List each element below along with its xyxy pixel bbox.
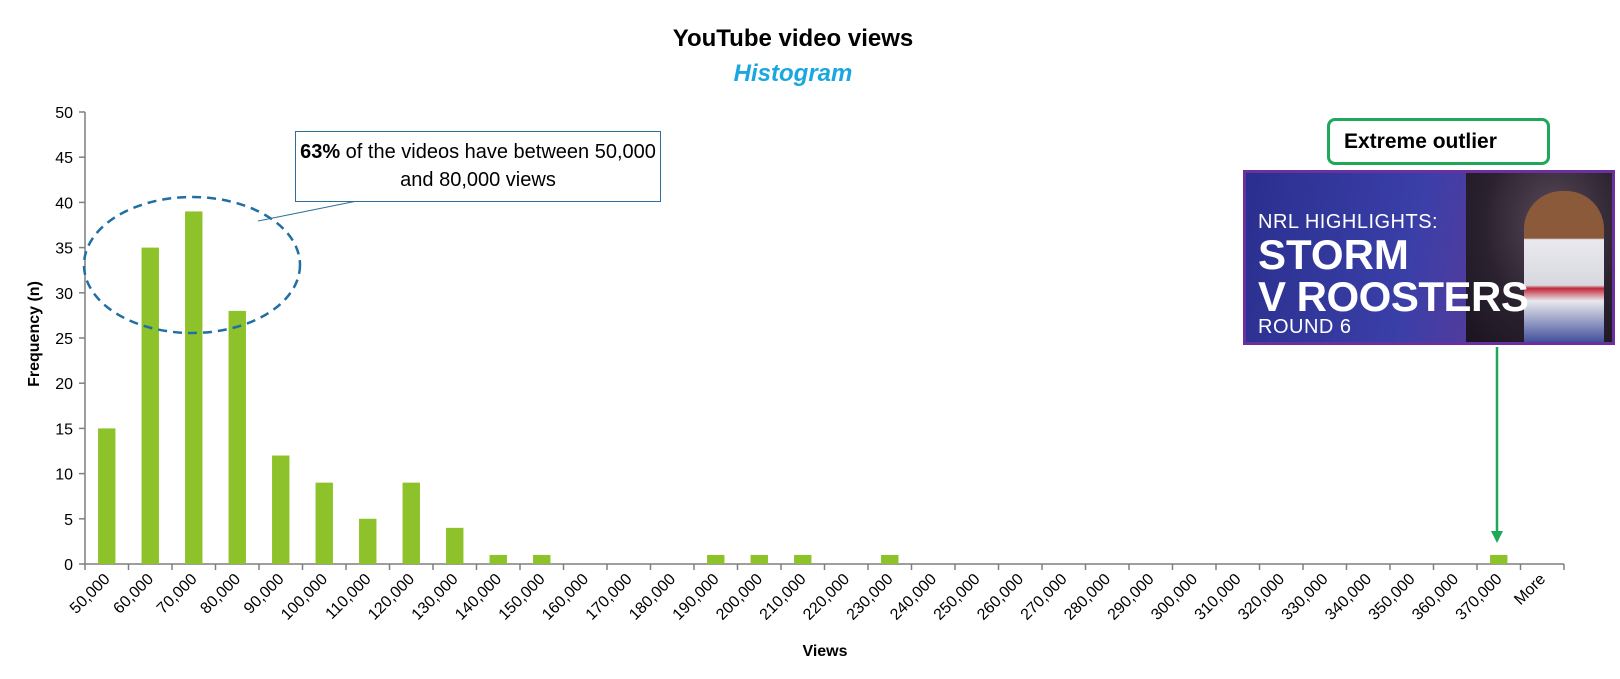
x-tick-label: 60,000 (110, 571, 157, 618)
x-tick-label: 160,000 (539, 571, 592, 624)
x-tick-label: 170,000 (583, 571, 636, 624)
bar (1490, 554, 1508, 564)
y-tick-label: 40 (55, 195, 73, 212)
x-tick-label: 210,000 (757, 571, 810, 624)
callout-percentage: 63% (300, 141, 341, 163)
callout-box: 63% of the videos have between 50,000 an… (295, 131, 661, 202)
y-tick-label: 35 (55, 241, 73, 258)
x-tick-label: 220,000 (800, 571, 853, 624)
x-axis-label: Views (802, 643, 847, 660)
y-tick-label: 30 (55, 286, 73, 303)
x-tick-label: 230,000 (844, 571, 897, 624)
x-tick-label: 150,000 (496, 571, 549, 624)
x-tick-label: 310,000 (1192, 571, 1245, 624)
x-tick-label: 260,000 (974, 571, 1027, 624)
outlier-arrowhead (1491, 531, 1503, 543)
bar (881, 554, 899, 564)
x-tick-label: 270,000 (1018, 571, 1071, 624)
callout-text: of the videos have between 50,000 and 80… (340, 141, 656, 191)
bar (315, 482, 333, 564)
x-tick-label: 360,000 (1409, 571, 1462, 624)
x-tick-label: 80,000 (197, 571, 244, 618)
x-tick-label: 250,000 (931, 571, 984, 624)
y-tick-label: 25 (55, 331, 73, 348)
x-tick-label: 140,000 (452, 571, 505, 624)
bar (98, 428, 116, 564)
x-tick-label: 130,000 (409, 571, 462, 624)
x-tick-label: 330,000 (1279, 571, 1332, 624)
x-tick-label: 200,000 (713, 571, 766, 624)
x-axis: 50,00060,00070,00080,00090,000100,000110… (67, 563, 1565, 624)
x-tick-label: 350,000 (1366, 571, 1419, 624)
chart-subtitle: Histogram (734, 60, 853, 87)
x-tick-label: 290,000 (1105, 571, 1158, 624)
thumbnail-player (1524, 191, 1605, 342)
bar (794, 554, 812, 564)
y-tick-label: 20 (55, 376, 73, 393)
y-tick-label: 10 (55, 467, 73, 484)
bar (228, 310, 246, 564)
bar (489, 554, 507, 564)
x-tick-label: 180,000 (626, 571, 679, 624)
thumbnail-line-4: ROUND 6 (1258, 316, 1352, 338)
callout-leader-line (257, 200, 358, 222)
video-thumbnail: NRL HIGHLIGHTS: STORM V ROOSTERS ROUND 6 (1243, 170, 1615, 345)
x-tick-label: 280,000 (1061, 571, 1114, 624)
bar (185, 211, 203, 564)
bar (707, 554, 725, 564)
bar (359, 518, 377, 564)
x-tick-label: 370,000 (1453, 571, 1506, 624)
y-tick-label: 5 (64, 512, 73, 529)
x-tick-label: 340,000 (1322, 571, 1375, 624)
bar (141, 247, 159, 564)
x-tick-label: 320,000 (1235, 571, 1288, 624)
bar (446, 527, 464, 564)
y-tick-label: 50 (55, 105, 73, 122)
x-tick-label: 300,000 (1148, 571, 1201, 624)
highlight-ellipse (82, 195, 302, 335)
y-tick-label: 15 (55, 421, 73, 438)
y-tick-label: 0 (64, 557, 73, 574)
x-tick-label: 100,000 (278, 571, 331, 624)
outlier-label: Extreme outlier (1327, 118, 1550, 165)
thumbnail-line-2: STORM (1258, 231, 1409, 278)
x-tick-label: 50,000 (67, 571, 114, 618)
bar (402, 482, 420, 564)
thumbnail-line-1: NRL HIGHLIGHTS: (1258, 211, 1439, 233)
x-tick-label: 240,000 (887, 571, 940, 624)
thumbnail-line-3: V ROOSTERS (1258, 273, 1529, 320)
chart-title: YouTube video views (673, 25, 914, 52)
bar (533, 554, 551, 564)
x-tick-label: More (1511, 571, 1549, 609)
y-tick-label: 45 (55, 150, 73, 167)
bar (750, 554, 768, 564)
x-tick-label: 190,000 (670, 571, 723, 624)
x-tick-label: 110,000 (322, 571, 374, 623)
x-tick-label: 70,000 (154, 571, 201, 618)
bar (272, 455, 290, 564)
x-tick-label: 120,000 (365, 571, 418, 624)
y-axis: 0 5 10 15 20 25 30 35 40 45 50 (55, 105, 86, 574)
y-axis-label: Frequency (n) (26, 281, 43, 387)
